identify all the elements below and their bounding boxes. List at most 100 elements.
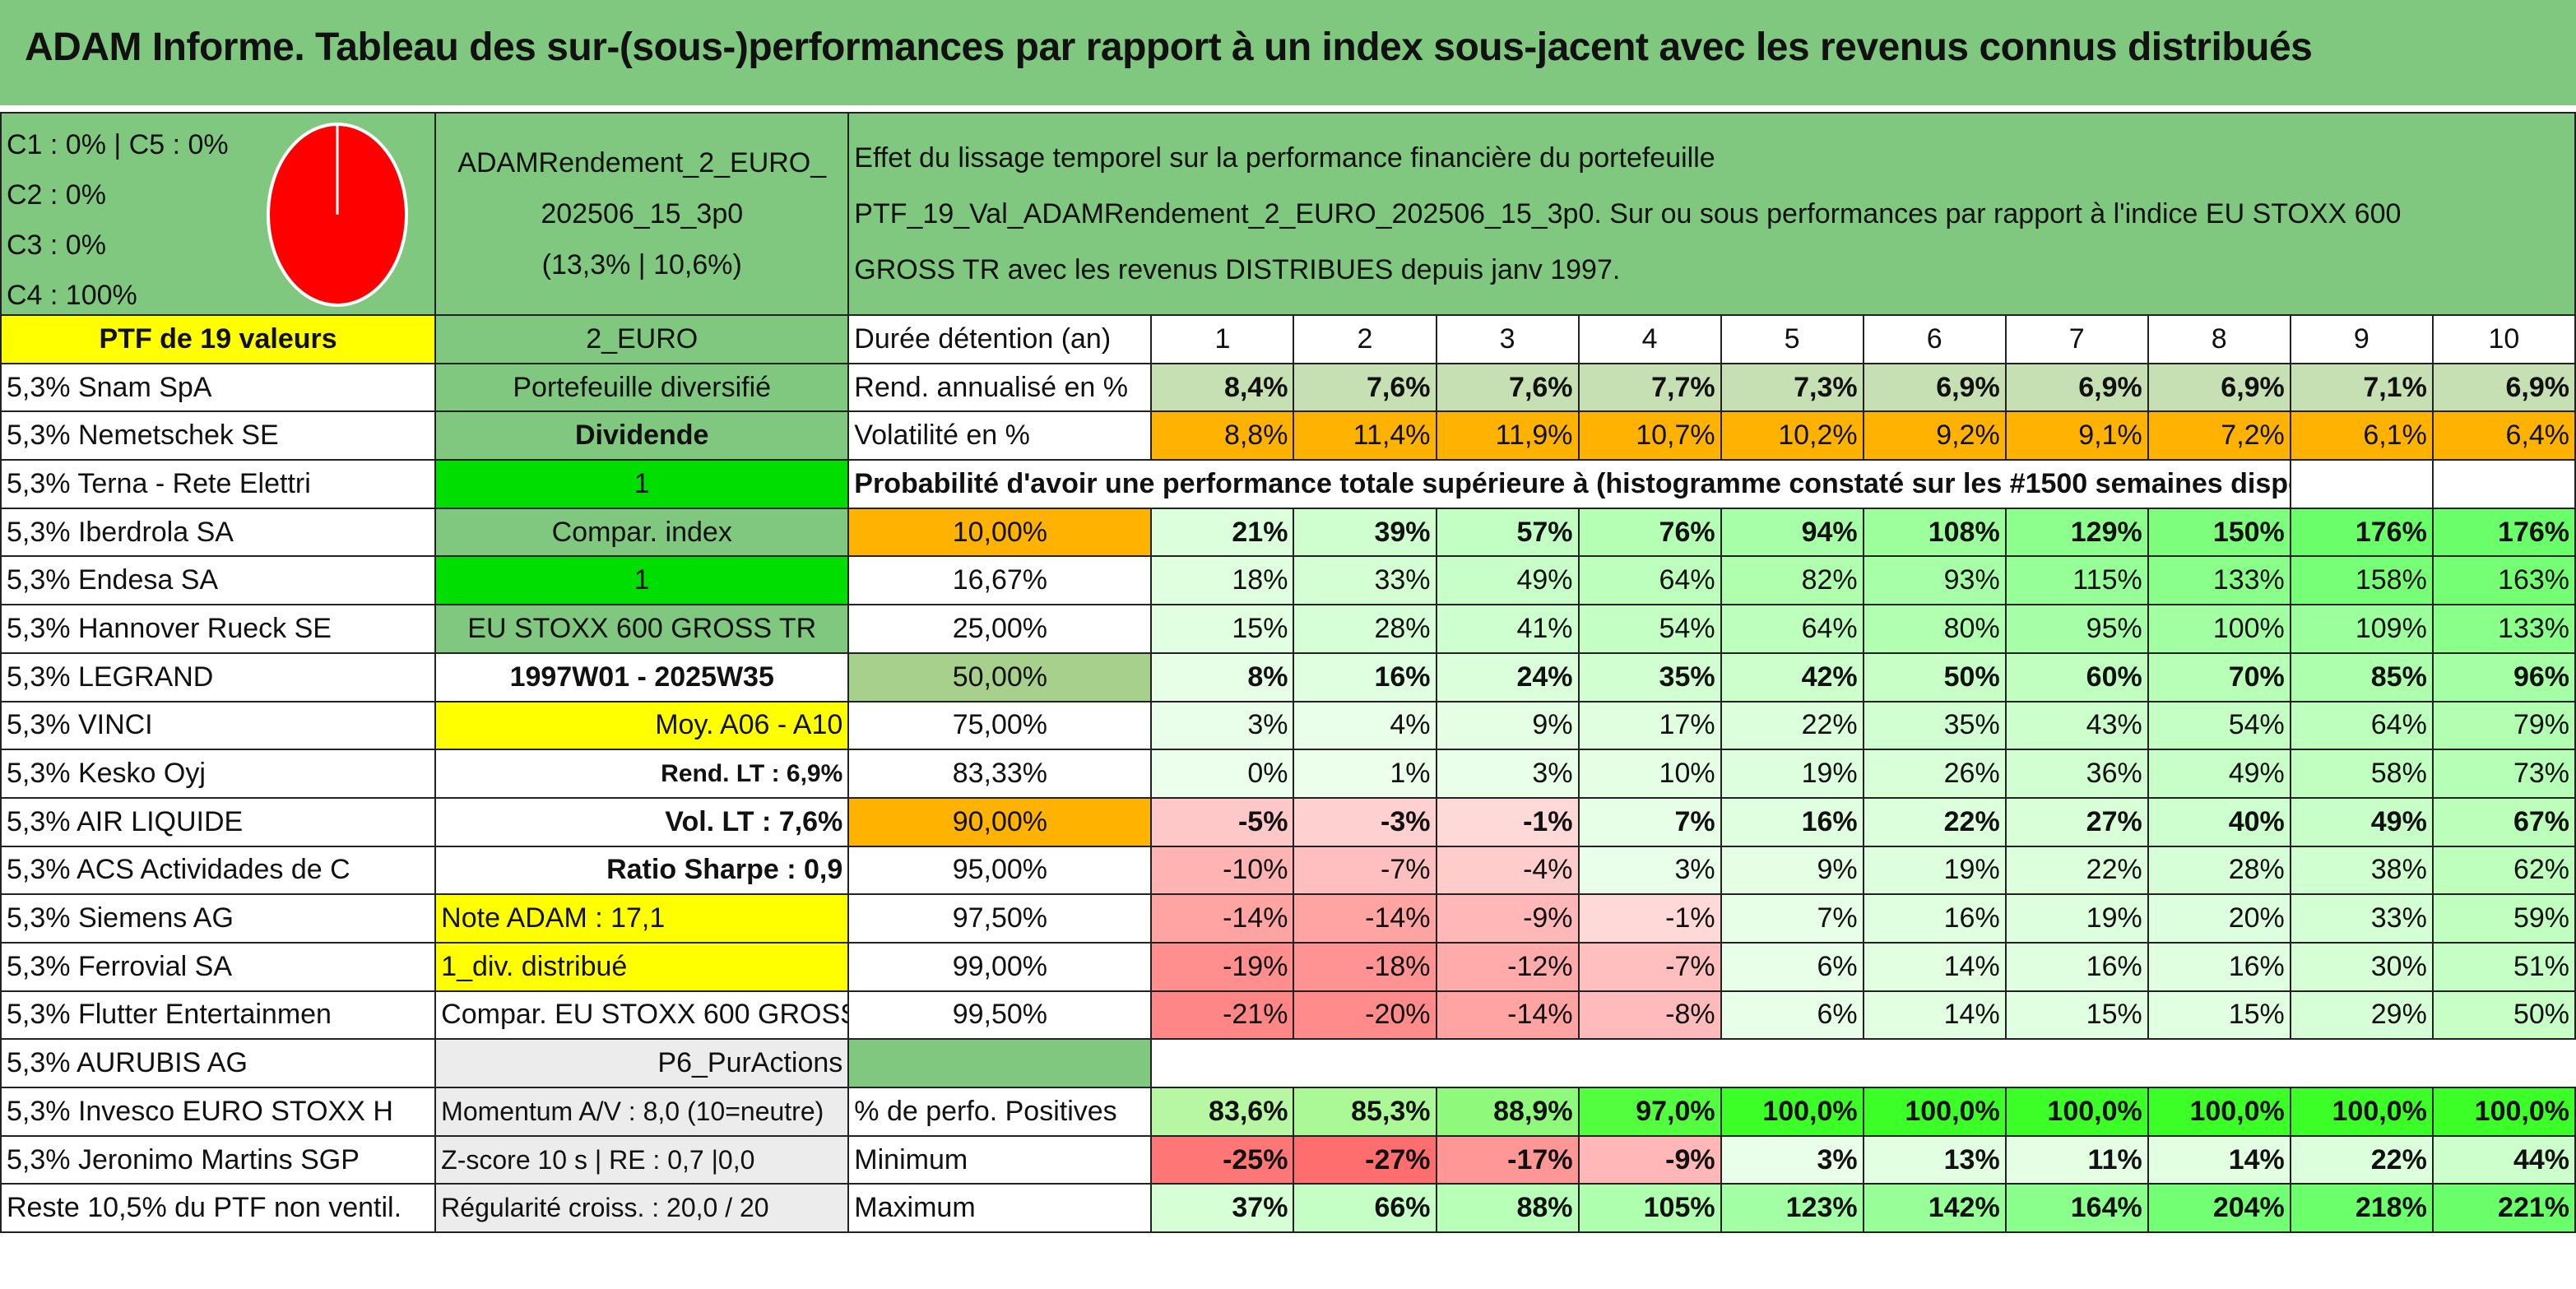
proba-value: 115% (2004, 555, 2149, 606)
proba-value: 16% (1720, 796, 1864, 847)
probability-level: 50,00% (847, 651, 1153, 702)
proba-value: 16% (2004, 941, 2149, 992)
empty-cell (2289, 459, 2434, 509)
proba-value: 49% (1435, 555, 1580, 606)
proba-value: 19% (1862, 845, 2007, 896)
zscore-cell: Z-score 10 s | RE : 0,7 |0,0 (434, 1134, 850, 1185)
pos-value: 100,0% (1862, 1087, 2007, 1137)
vol-value: 10,2% (1720, 410, 1864, 461)
holding-row: 5,3% Hannover Rueck SE (0, 604, 437, 654)
rend-value: 6,9% (1862, 362, 2007, 413)
proba-value: 49% (2147, 749, 2291, 799)
proba-value: 28% (1293, 604, 1437, 654)
year-header: 9 (2289, 314, 2434, 364)
proba-value: 33% (1293, 555, 1437, 606)
holding-row: 5,3% Invesco EURO STOXX H (0, 1087, 437, 1137)
vol-value: 7,2% (2147, 410, 2291, 461)
year-header: 8 (2147, 314, 2291, 364)
proba-value: 82% (1720, 555, 1864, 606)
currency-cell: 2_EURO (434, 314, 850, 364)
rend-value: 6,9% (2004, 362, 2149, 413)
pos-value: 100,0% (2004, 1087, 2149, 1137)
year-header: 3 (1435, 314, 1580, 364)
proba-value: 133% (2431, 604, 2576, 654)
spacer-cell (847, 1038, 1153, 1088)
pos-value: 100,0% (2431, 1087, 2576, 1137)
proba-value: 3% (1577, 845, 1722, 896)
probability-level: 99,50% (847, 990, 1153, 1041)
proba-value: -14% (1150, 893, 1295, 944)
proba-value: 29% (2289, 990, 2434, 1041)
proba-value: 15% (2147, 990, 2291, 1041)
pos-value: 100,0% (2289, 1087, 2434, 1137)
proba-value: 4% (1293, 700, 1437, 751)
holding-row: 5,3% Flutter Entertainmen (0, 990, 437, 1041)
proba-value: 28% (2147, 845, 2291, 896)
proba-value: 51% (2431, 941, 2576, 992)
proba-value: 49% (2289, 796, 2434, 847)
holding-row: 5,3% Nemetschek SE (0, 410, 437, 461)
proba-value: 60% (2004, 651, 2149, 702)
max-value: 66% (1293, 1183, 1437, 1234)
proba-value: -21% (1150, 990, 1295, 1041)
year-header: 2 (1293, 314, 1437, 364)
rend-value: 7,3% (1720, 362, 1864, 413)
proba-value: 41% (1435, 604, 1580, 654)
proba-value: -7% (1293, 845, 1437, 896)
min-value: 22% (2289, 1134, 2434, 1185)
probability-level: 16,67% (847, 555, 1153, 606)
c-line: C2 : 0% (7, 179, 106, 211)
momentum-cell: Momentum A/V : 8,0 (10=neutre) (434, 1087, 850, 1137)
year-header: 10 (2431, 314, 2576, 364)
proba-value: -18% (1293, 941, 1437, 992)
proba-value: 10% (1577, 749, 1722, 799)
proba-value: 64% (1577, 555, 1722, 606)
portfolio-type-cell: Portefeuille diversifié (434, 362, 850, 413)
min-label: Minimum (847, 1134, 1153, 1185)
holding-row: 5,3% Jeronimo Martins SGP (0, 1134, 437, 1185)
regularite-cell: Régularité croiss. : 20,0 / 20 (434, 1183, 850, 1234)
probability-level: 25,00% (847, 604, 1153, 654)
probability-level: 83,33% (847, 749, 1153, 799)
proba-value: 6% (1720, 941, 1864, 992)
min-value: -27% (1293, 1134, 1437, 1185)
val2-cell: 1 (434, 555, 850, 606)
c-line: C1 : 0% | C5 : 0% (7, 129, 229, 160)
max-value: 105% (1577, 1183, 1722, 1234)
proba-value: 19% (2004, 893, 2149, 944)
proba-value: 62% (2431, 845, 2576, 896)
pos-value: 100,0% (2147, 1087, 2291, 1137)
portfolio-name-cell: ADAMRendement_2_EURO_ 202506_15_3p0 (13,… (434, 112, 850, 316)
proba-value: 27% (2004, 796, 2149, 847)
rend-value: 7,1% (2289, 362, 2434, 413)
proba-value: 35% (1577, 651, 1722, 702)
proba-value: 24% (1435, 651, 1580, 702)
proba-value: 59% (2431, 893, 2576, 944)
max-value: 164% (2004, 1183, 2149, 1234)
proba-value: 8% (1150, 651, 1295, 702)
proba-value: 133% (2147, 555, 2291, 606)
proba-value: -9% (1435, 893, 1580, 944)
sharpe-cell: Ratio Sharpe : 0,9 (434, 845, 850, 896)
proba-value: 15% (1150, 604, 1295, 654)
proba-value: 150% (2147, 507, 2291, 558)
rend-lt-cell: Rend. LT : 6,9% (434, 749, 850, 799)
max-value: 142% (1862, 1183, 2007, 1234)
holding-row: 5,3% Ferrovial SA (0, 941, 437, 992)
vol-value: 11,4% (1293, 410, 1437, 461)
max-value: 218% (2289, 1183, 2434, 1234)
holding-row: Reste 10,5% du PTF non ventil. (0, 1183, 437, 1234)
probability-level: 99,00% (847, 941, 1153, 992)
holding-row: 5,3% VINCI (0, 700, 437, 751)
composition-cell: C1 : 0% | C5 : 0% C2 : 0% C3 : 0% C4 : 1… (0, 112, 437, 316)
proba-value: 93% (1862, 555, 2007, 606)
vol-value: 9,2% (1862, 410, 2007, 461)
proba-value: 42% (1720, 651, 1864, 702)
proba-value: 64% (2289, 700, 2434, 751)
proba-value: 17% (1577, 700, 1722, 751)
vol-value: 9,1% (2004, 410, 2149, 461)
proba-value: 30% (2289, 941, 2434, 992)
proba-value: 14% (1862, 990, 2007, 1041)
proba-value: 21% (1150, 507, 1295, 558)
holdings-header: PTF de 19 valeurs (0, 314, 437, 364)
